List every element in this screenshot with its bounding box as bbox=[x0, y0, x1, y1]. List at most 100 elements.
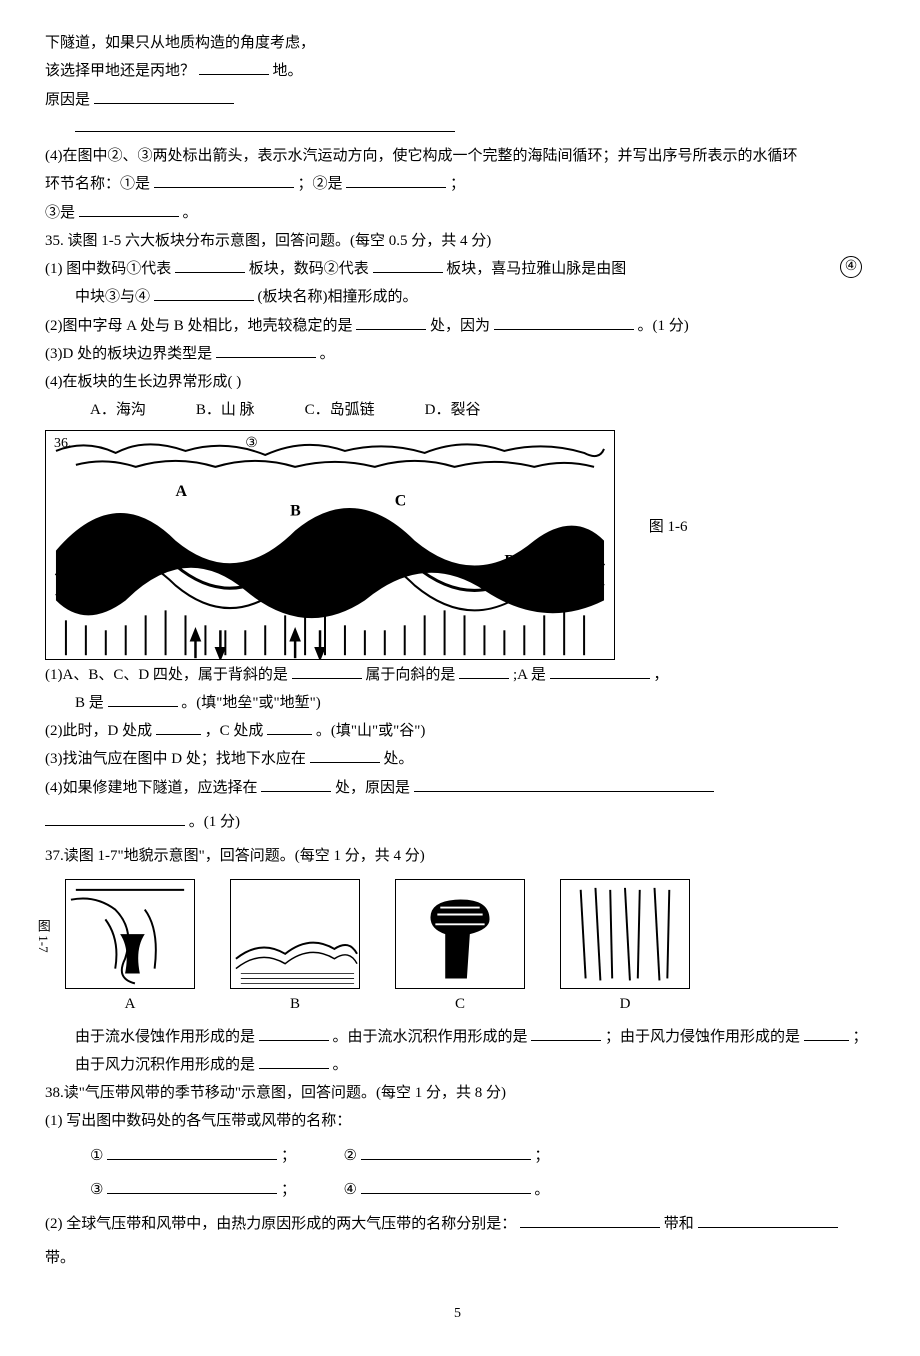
blank bbox=[698, 1213, 838, 1228]
text: ，C 处成 bbox=[205, 723, 264, 739]
figure-1-6: A B C D 36. ③ bbox=[45, 430, 615, 660]
fig-d bbox=[560, 879, 690, 989]
cap-d: D bbox=[560, 991, 690, 1017]
text: 。 bbox=[320, 346, 335, 362]
text: 带和 bbox=[664, 1216, 694, 1232]
q37-p2: 由于风力沉积作用形成的是 。 bbox=[45, 1052, 870, 1078]
q36-p2: (2)此时，D 处成 ，C 处成 。(填"山"或"谷") bbox=[45, 718, 870, 744]
text: ， bbox=[653, 667, 668, 683]
num-4: ④ bbox=[343, 1182, 356, 1198]
cap-a: A bbox=[65, 991, 195, 1017]
q37-title: 37.读图 1-7"地貌示意图"，回答问题。(每空 1 分，共 4 分) bbox=[45, 843, 870, 869]
text: (1)A、B、C、D 四处，属于背斜的是 bbox=[45, 667, 288, 683]
text: 属于向斜的是 bbox=[365, 667, 455, 683]
figure-1-6-label: 图 1-6 bbox=[649, 514, 688, 540]
q38-row1: ① ； ② ； bbox=[45, 1143, 870, 1169]
blank bbox=[267, 720, 312, 735]
blank bbox=[259, 1026, 329, 1041]
q36-p1: (1)A、B、C、D 四处，属于背斜的是 属于向斜的是 ;A 是 ， bbox=[45, 662, 870, 688]
page-number: 5 bbox=[45, 1302, 870, 1327]
period: 。 bbox=[534, 1182, 549, 1198]
text: ;A 是 bbox=[513, 667, 546, 683]
blank bbox=[107, 1145, 277, 1160]
text: ③是 bbox=[45, 205, 75, 221]
text: (2) 全球气压带和风带中，由热力原因形成的两大气压带的名称分别是： bbox=[45, 1216, 516, 1232]
blank bbox=[292, 664, 362, 679]
q35-p2: (2)图中字母 A 处与 B 处相比，地壳较稳定的是 处，因为 。(1 分) bbox=[45, 313, 870, 339]
text: (2)此时，D 处成 bbox=[45, 723, 152, 739]
q38-p2: (2) 全球气压带和风带中，由热力原因形成的两大气压带的名称分别是： 带和 bbox=[45, 1211, 870, 1237]
opt-c: C．岛弧链 bbox=[305, 397, 375, 423]
q36-p4-cont: 。(1 分) bbox=[45, 809, 870, 835]
blank bbox=[346, 173, 446, 188]
blank bbox=[414, 777, 714, 792]
text: 。(1 分) bbox=[638, 318, 689, 334]
text: 。由于流水沉积作用形成的是 bbox=[333, 1029, 528, 1045]
q34-4e: ③是 。 bbox=[45, 200, 870, 226]
q36-p3: (3)找油气应在图中 D 处；找地下水应在 处。 bbox=[45, 746, 870, 772]
blank bbox=[175, 258, 245, 273]
svg-text:C: C bbox=[395, 492, 407, 509]
q34-4a: (4)在图中②、③两处标出箭头，表示水汽运动方向，使它构成一个完整的海陆间循环；… bbox=[45, 143, 870, 169]
text: 处，原因是 bbox=[335, 780, 410, 796]
text: 板块，喜马拉雅山脉是由图 bbox=[446, 261, 626, 277]
blank bbox=[154, 286, 254, 301]
semi: ； bbox=[281, 1148, 296, 1164]
blank bbox=[361, 1145, 531, 1160]
intro-line-3: 原因是 bbox=[45, 87, 870, 113]
q37-figure-block: 图 1-7 A B C D bbox=[45, 879, 870, 1017]
opt-a: A．海沟 bbox=[90, 397, 146, 423]
num-2: ② bbox=[343, 1148, 356, 1164]
text: (1) 图中数码①代表 bbox=[45, 261, 171, 277]
text: 由于风力沉积作用形成的是 bbox=[75, 1057, 255, 1073]
blank bbox=[520, 1213, 660, 1228]
blank bbox=[45, 811, 185, 826]
text: 中块③与④ bbox=[75, 289, 150, 305]
cross-section-svg: A B C D 36. ③ bbox=[46, 431, 614, 660]
intro-l2a: 该选择甲地还是丙地？ bbox=[45, 63, 195, 79]
q35-p1-row1: (1) 图中数码①代表 板块，数码②代表 板块，喜马拉雅山脉是由图 bbox=[45, 256, 870, 282]
q35-p1-row2: 中块③与④ (板块名称)相撞形成的。 bbox=[45, 284, 870, 310]
blank bbox=[361, 1179, 531, 1194]
opt-d: D．裂谷 bbox=[425, 397, 481, 423]
q38-row2: ③ ； ④ 。 bbox=[45, 1177, 870, 1203]
q36-p4: (4)如果修建地下隧道，应选择在 处，原因是 bbox=[45, 775, 870, 801]
blank bbox=[108, 692, 178, 707]
underline-row bbox=[45, 115, 870, 141]
q34-4b: 环节名称：①是 ；②是 ； bbox=[45, 171, 870, 197]
semi: ； bbox=[534, 1148, 549, 1164]
text: ；由于风力侵蚀作用形成的是 bbox=[605, 1029, 800, 1045]
blank bbox=[373, 258, 443, 273]
blank bbox=[310, 748, 380, 763]
intro-l3: 原因是 bbox=[45, 92, 90, 108]
blank bbox=[494, 315, 634, 330]
blank bbox=[75, 117, 455, 132]
text: (2)图中字母 A 处与 B 处相比，地壳较稳定的是 bbox=[45, 318, 353, 334]
q36-p1-row2: B 是 。(填"地垒"或"地堑") bbox=[45, 690, 870, 716]
text: 。 bbox=[183, 205, 198, 221]
intro-line-1: 下隧道，如果只从地质构造的角度考虑， bbox=[45, 30, 870, 56]
blank bbox=[550, 664, 650, 679]
circle-4-badge: ④ bbox=[840, 256, 862, 278]
text: (3)D 处的板块边界类型是 bbox=[45, 346, 212, 362]
blank bbox=[356, 315, 426, 330]
blank bbox=[156, 720, 201, 735]
num-1: ① bbox=[90, 1148, 103, 1164]
text: ；②是 bbox=[298, 176, 343, 192]
fig-a bbox=[65, 879, 195, 989]
text: 。(填"山"或"谷") bbox=[316, 723, 425, 739]
svg-text:③: ③ bbox=[245, 435, 258, 450]
fig-c bbox=[395, 879, 525, 989]
q38-title: 38.读"气压带风带的季节移动"示意图，回答问题。(每空 1 分，共 8 分) bbox=[45, 1080, 870, 1106]
q38-p2-cont: 带。 bbox=[45, 1245, 870, 1271]
blank bbox=[107, 1179, 277, 1194]
figure-1-7-captions: A B C D bbox=[65, 991, 870, 1017]
text: B 是 bbox=[75, 695, 104, 711]
cap-b: B bbox=[230, 991, 360, 1017]
blank bbox=[216, 343, 316, 358]
intro-line-2: 该选择甲地还是丙地？ 地。 bbox=[45, 58, 870, 84]
blank bbox=[261, 777, 331, 792]
text: 。(1 分) bbox=[189, 814, 240, 830]
blank bbox=[94, 89, 234, 104]
semi: ； bbox=[281, 1182, 296, 1198]
